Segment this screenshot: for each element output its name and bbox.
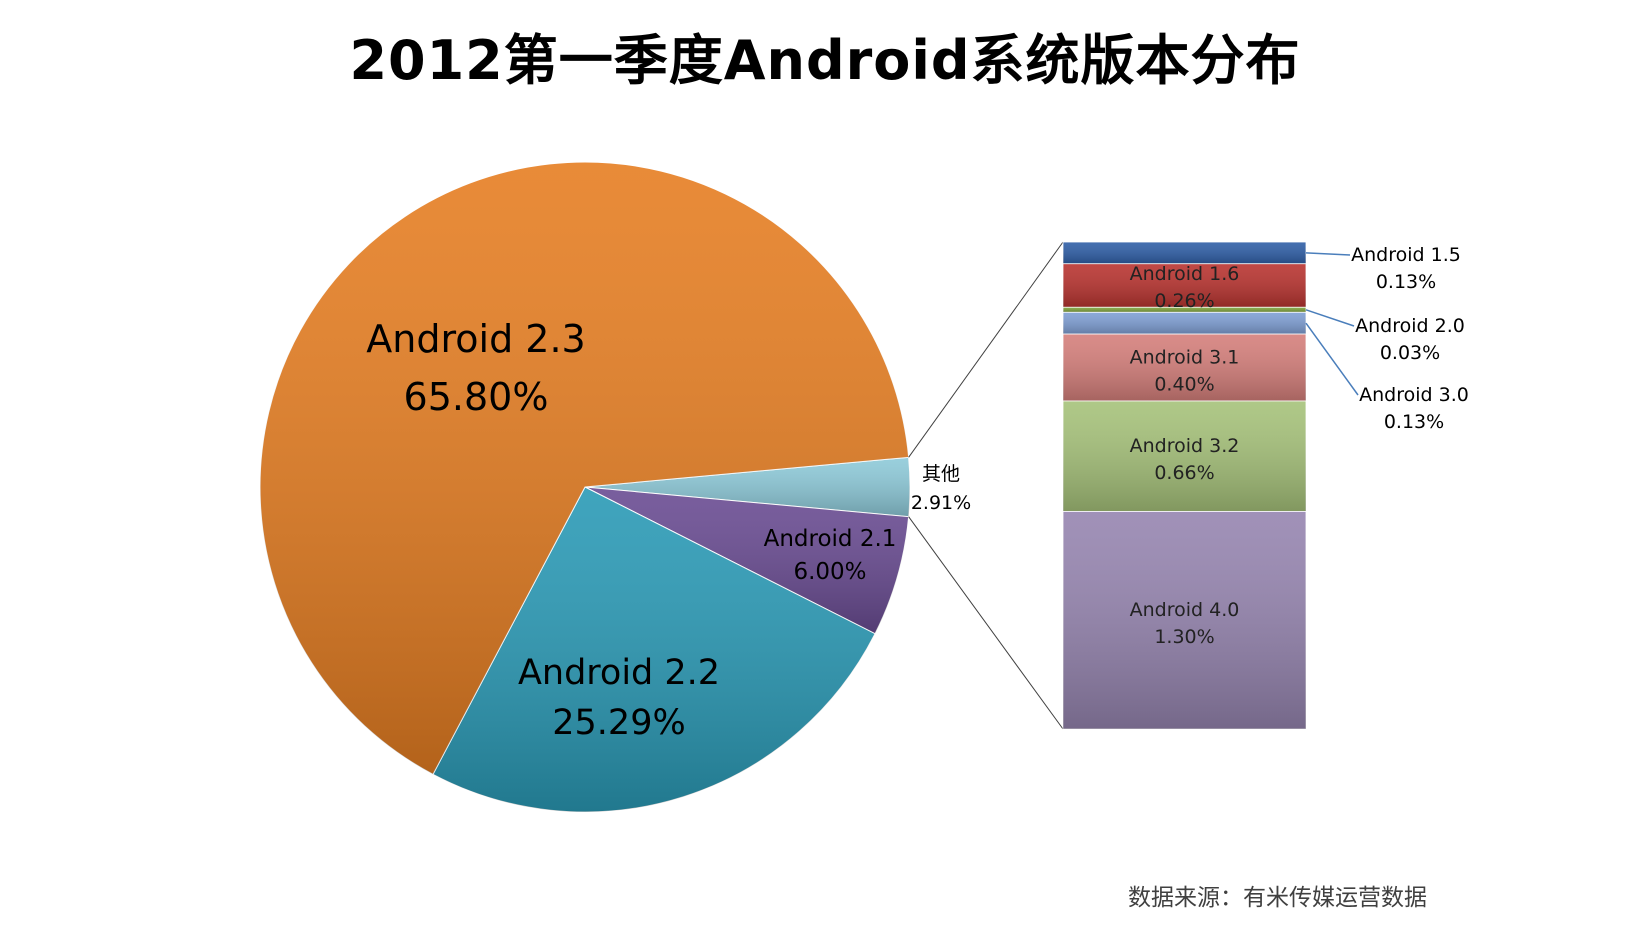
- bar-segment-android-1-5: [1062, 241, 1307, 265]
- bar-value-android-4-0: 1.30%: [1154, 626, 1214, 648]
- bar-segment-android-3-0: [1062, 311, 1307, 335]
- bar-segment-android-1-6: [1062, 263, 1307, 308]
- pie-value-android-2-2: 25.29%: [552, 703, 685, 743]
- bar-value-android-3-1: 0.40%: [1154, 374, 1214, 396]
- data-labels: Android 2.3 65.80% Android 2.2 25.29% Androi…: [366, 244, 1469, 743]
- pie-value-android-2-3: 65.80%: [404, 375, 549, 419]
- breakdown-bar: [1062, 241, 1307, 730]
- pie-label-android-2-2: Android 2.2: [518, 653, 720, 693]
- pie-label-android-2-1: Android 2.1: [764, 526, 897, 552]
- connector-lines: [908, 241, 1064, 730]
- bar-value-android-3-2: 0.66%: [1154, 462, 1214, 484]
- pie-slice-android-2-3: [259, 161, 910, 775]
- bar-label-android-3-1: Android 3.1: [1130, 347, 1240, 369]
- connector-line-bottom: [908, 516, 1064, 730]
- bar-label-android-4-0: Android 4.0: [1130, 599, 1240, 621]
- leader-line-android-3-0: [1305, 322, 1359, 396]
- pie-group: [259, 161, 911, 813]
- bar-segment-android-3-2: [1062, 400, 1307, 512]
- pie-slice-android-2-2: [432, 486, 876, 813]
- bar-label-android-1-6: Android 1.6: [1130, 263, 1240, 285]
- pie-label-其他: 其他: [922, 463, 960, 485]
- bar-label-android-3-2: Android 3.2: [1130, 435, 1240, 457]
- pie-value-android-2-1: 6.00%: [793, 559, 866, 585]
- chart-title: 2012第一季度Android系统版本分布: [349, 29, 1301, 92]
- connector-line-top: [908, 241, 1064, 458]
- leader-line-android-1-5: [1305, 252, 1351, 256]
- source-note: 数据来源：有米传媒运营数据: [1128, 885, 1427, 911]
- bar-segment-android-4-0: [1062, 511, 1307, 730]
- pie-slice-android-2-1: [584, 486, 910, 635]
- bar-value-android-3-0: 0.13%: [1384, 411, 1444, 433]
- pie-value-其他: 2.91%: [911, 492, 971, 514]
- pie-label-android-2-3: Android 2.3: [366, 317, 585, 361]
- bar-value-android-1-5: 0.13%: [1376, 271, 1436, 293]
- bar-segment-android-3-1: [1062, 333, 1307, 402]
- bar-label-android-1-5: Android 1.5: [1351, 244, 1461, 266]
- bar-value-android-1-6: 0.26%: [1154, 290, 1214, 312]
- bar-label-android-3-0: Android 3.0: [1359, 384, 1469, 406]
- bar-value-android-2-0: 0.03%: [1380, 342, 1440, 364]
- leader-line-android-2-0: [1305, 309, 1355, 327]
- bar-label-android-2-0: Android 2.0: [1355, 315, 1465, 337]
